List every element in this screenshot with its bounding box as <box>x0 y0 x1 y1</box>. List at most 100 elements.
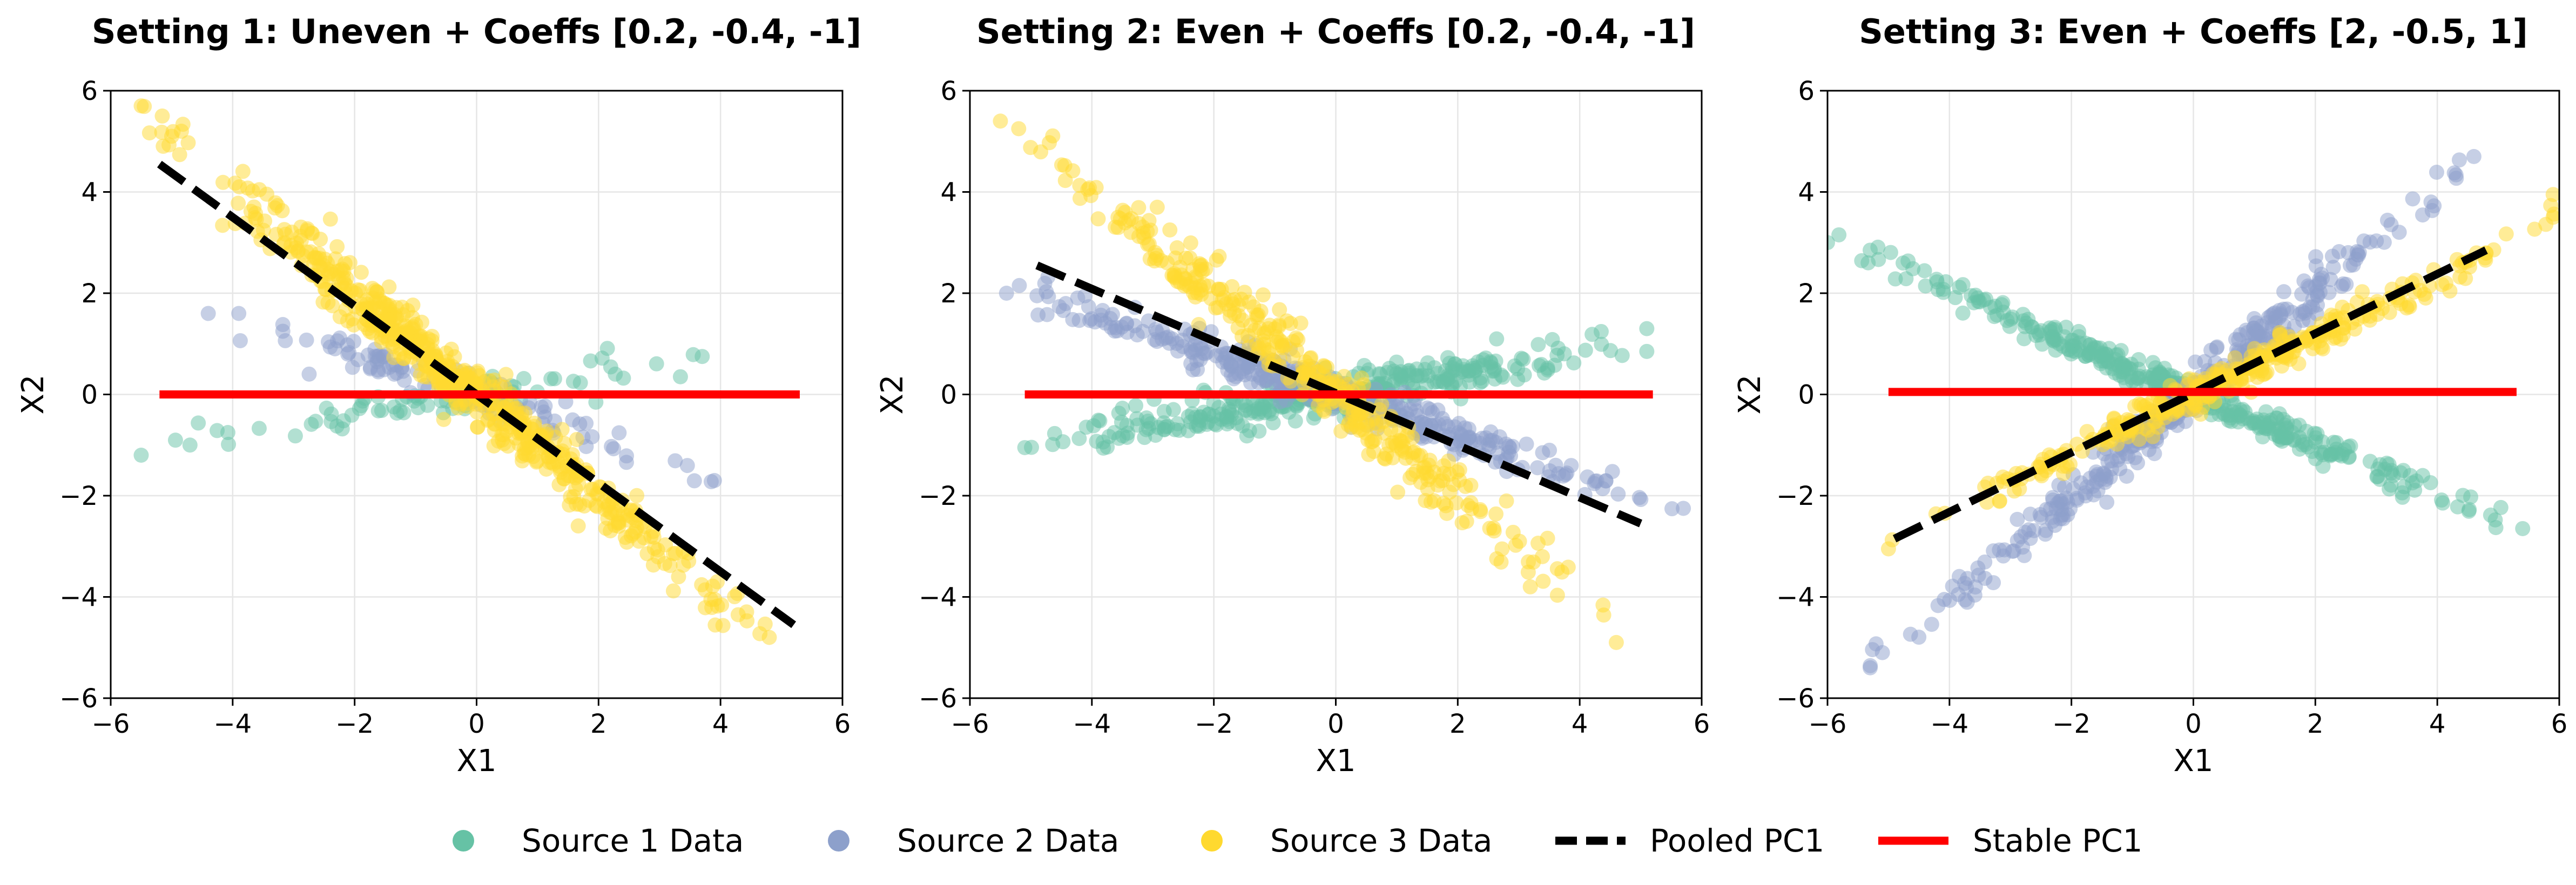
data-point <box>408 316 423 332</box>
data-point <box>1279 313 1294 329</box>
data-point <box>1261 342 1277 358</box>
data-point <box>1423 494 1439 510</box>
data-point <box>1162 222 1178 238</box>
data-point <box>1224 279 1240 294</box>
data-point <box>999 286 1014 301</box>
data-point <box>1285 349 1301 364</box>
data-point <box>1183 344 1199 360</box>
x-tick-label: −4 <box>1930 709 1968 739</box>
data-point <box>2233 408 2248 423</box>
x-tick-label: 0 <box>468 709 485 739</box>
x-tick-label: −4 <box>213 709 252 739</box>
data-point <box>2082 337 2098 353</box>
data-point <box>2038 523 2054 538</box>
data-point <box>1183 235 1198 251</box>
data-point <box>1883 245 1898 260</box>
data-point <box>235 164 251 179</box>
panel-3: −6 −4 −2 0 2 4 6 −6 −4 −2 0 2 4 6 Setting 3: Even + Co… <box>1732 12 2567 779</box>
series-3 <box>993 113 1624 650</box>
data-point <box>1128 398 1144 414</box>
data-point <box>1011 278 1027 293</box>
data-point <box>1967 579 1983 595</box>
data-point <box>2317 444 2332 460</box>
data-point <box>1223 357 1239 373</box>
scatter-points <box>993 113 1691 650</box>
data-point <box>1111 430 1127 446</box>
data-point <box>2271 429 2287 444</box>
data-point <box>369 284 385 300</box>
data-point <box>1499 493 1514 509</box>
data-point <box>329 239 345 254</box>
data-point <box>1150 420 1166 435</box>
data-point <box>1029 288 1045 303</box>
data-point <box>1930 598 1946 613</box>
y-tick-label: 6 <box>1798 76 1815 106</box>
data-point <box>543 371 559 387</box>
data-point <box>1390 484 1406 500</box>
y-tick-label: −4 <box>919 583 957 613</box>
legend-label: Stable PC1 <box>1973 822 2143 859</box>
data-point <box>1207 416 1223 432</box>
data-point <box>1639 321 1655 336</box>
data-point <box>1545 332 1560 347</box>
data-point <box>2348 252 2364 267</box>
data-point <box>1535 549 1550 564</box>
data-point <box>231 195 246 211</box>
chart-title: Setting 2: Even + Coeffs [0.2, -0.4, -1] <box>976 12 1695 51</box>
data-point <box>1863 660 1878 675</box>
data-point <box>191 415 206 431</box>
data-point <box>1081 299 1096 315</box>
data-point <box>2018 315 2034 331</box>
data-point <box>463 371 479 387</box>
data-point <box>308 414 323 429</box>
data-point <box>2045 322 2060 337</box>
data-point <box>2487 512 2503 528</box>
data-point <box>1392 433 1407 448</box>
data-point <box>1831 227 1847 242</box>
data-point <box>706 472 722 488</box>
data-point <box>1854 253 1870 268</box>
data-point <box>1898 271 1914 287</box>
data-point <box>389 365 404 381</box>
x-axis-label: X1 <box>457 744 497 779</box>
data-point <box>503 395 519 411</box>
data-point <box>232 333 248 348</box>
data-point <box>1222 302 1237 318</box>
data-point <box>1193 413 1209 428</box>
x-tick-label: −2 <box>2052 709 2091 739</box>
y-tick-label: −6 <box>1776 684 1815 714</box>
x-tick-label: 6 <box>1694 709 1710 739</box>
data-point <box>2450 499 2465 515</box>
data-point <box>2338 276 2354 292</box>
data-point <box>2298 333 2314 349</box>
data-point <box>2527 221 2543 237</box>
data-point <box>1071 431 1087 447</box>
data-point <box>1115 401 1130 416</box>
data-point <box>164 129 179 144</box>
data-point <box>2271 406 2287 422</box>
data-point <box>1917 263 1932 279</box>
data-point <box>1259 325 1274 340</box>
data-point <box>1017 440 1033 455</box>
data-point <box>757 616 773 632</box>
data-point <box>2466 148 2481 164</box>
data-point <box>2375 301 2390 316</box>
data-point <box>1970 560 1986 576</box>
data-point <box>1598 473 1614 489</box>
data-point <box>589 486 605 502</box>
data-point <box>2188 354 2203 370</box>
data-point <box>2308 249 2324 265</box>
data-point <box>631 533 647 549</box>
data-point <box>2015 539 2031 555</box>
data-point <box>2312 275 2328 291</box>
data-point <box>2402 299 2417 315</box>
data-point <box>1096 440 1111 456</box>
data-point <box>727 589 743 605</box>
data-point <box>1603 343 1619 359</box>
data-point <box>1148 251 1164 266</box>
data-point <box>2079 479 2095 495</box>
data-point <box>676 557 691 573</box>
data-point <box>1521 554 1536 570</box>
panel-2: −6 −4 −2 0 2 4 6 −6 −4 −2 0 2 4 6 Setting 2: Even + Co… <box>875 12 1710 779</box>
data-point <box>1361 447 1377 462</box>
